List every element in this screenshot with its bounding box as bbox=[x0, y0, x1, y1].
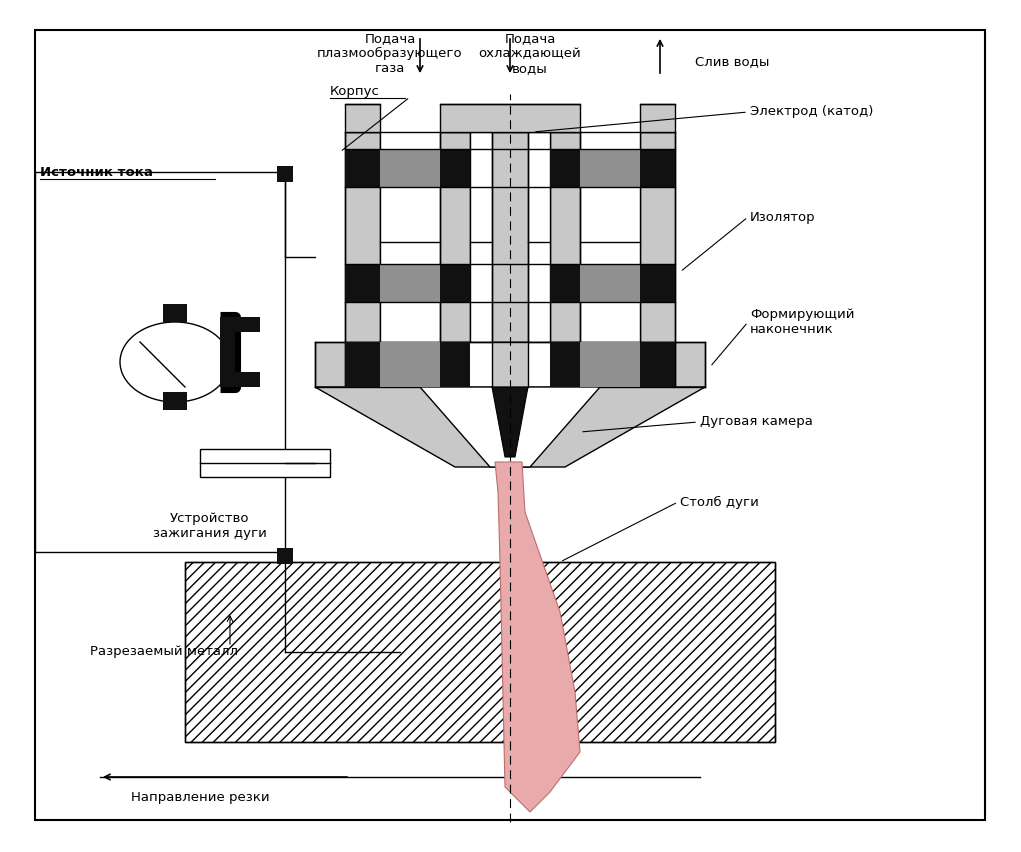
Bar bbox=[380, 132, 440, 342]
Text: Столб дуги: Столб дуги bbox=[680, 496, 759, 509]
Bar bbox=[200, 449, 330, 477]
Bar bbox=[345, 104, 380, 132]
Bar bbox=[185, 562, 775, 742]
Text: Разрезаемый металл: Разрезаемый металл bbox=[90, 646, 238, 659]
Bar bbox=[345, 132, 380, 342]
Bar bbox=[345, 264, 380, 302]
Bar bbox=[35, 172, 285, 552]
Bar bbox=[580, 342, 640, 387]
Bar bbox=[185, 562, 775, 742]
Bar bbox=[277, 166, 293, 182]
Bar bbox=[380, 264, 440, 302]
Bar bbox=[380, 149, 440, 187]
Text: Направление резки: Направление резки bbox=[131, 791, 270, 803]
Bar bbox=[345, 149, 380, 187]
Bar bbox=[580, 149, 640, 187]
Text: Подача
охлаждающей
воды: Подача охлаждающей воды bbox=[479, 32, 581, 75]
Text: Изолятор: Изолятор bbox=[750, 210, 816, 223]
Bar bbox=[345, 342, 675, 387]
Bar bbox=[550, 132, 580, 342]
Bar bbox=[440, 264, 470, 302]
Polygon shape bbox=[220, 317, 260, 387]
Bar bbox=[380, 342, 440, 387]
Bar bbox=[345, 342, 380, 387]
Bar bbox=[580, 132, 640, 342]
Bar bbox=[277, 548, 293, 564]
Text: Электрод (катод): Электрод (катод) bbox=[750, 106, 873, 118]
Bar bbox=[163, 392, 187, 410]
Bar bbox=[640, 149, 675, 187]
Bar bbox=[440, 342, 470, 387]
Bar bbox=[640, 132, 675, 342]
Text: Подача
плазмообразующего
газа: Подача плазмообразующего газа bbox=[318, 32, 463, 75]
Bar bbox=[550, 149, 580, 187]
Text: Корпус: Корпус bbox=[330, 85, 380, 99]
Bar bbox=[440, 132, 470, 342]
Polygon shape bbox=[420, 387, 600, 467]
Bar bbox=[163, 304, 187, 322]
Bar bbox=[640, 342, 675, 387]
Bar bbox=[492, 132, 528, 342]
Bar bbox=[640, 104, 675, 132]
Text: Устройство
зажигания дуги: Устройство зажигания дуги bbox=[153, 512, 266, 540]
Polygon shape bbox=[492, 387, 528, 457]
Bar bbox=[550, 264, 580, 302]
Text: Формирующий
наконечник: Формирующий наконечник bbox=[750, 308, 855, 336]
Bar bbox=[440, 104, 580, 132]
Bar bbox=[640, 264, 675, 302]
Bar bbox=[492, 342, 528, 387]
Bar bbox=[580, 264, 640, 302]
Bar bbox=[470, 132, 550, 342]
Bar bbox=[675, 342, 704, 387]
Polygon shape bbox=[315, 387, 704, 467]
Text: Слив воды: Слив воды bbox=[695, 55, 770, 68]
Polygon shape bbox=[495, 462, 580, 812]
Text: Дуговая камера: Дуговая камера bbox=[700, 416, 813, 429]
Bar bbox=[315, 342, 345, 387]
Bar bbox=[440, 342, 580, 387]
Bar bbox=[550, 342, 580, 387]
Bar bbox=[440, 149, 470, 187]
Text: Источник тока: Источник тока bbox=[40, 165, 153, 179]
